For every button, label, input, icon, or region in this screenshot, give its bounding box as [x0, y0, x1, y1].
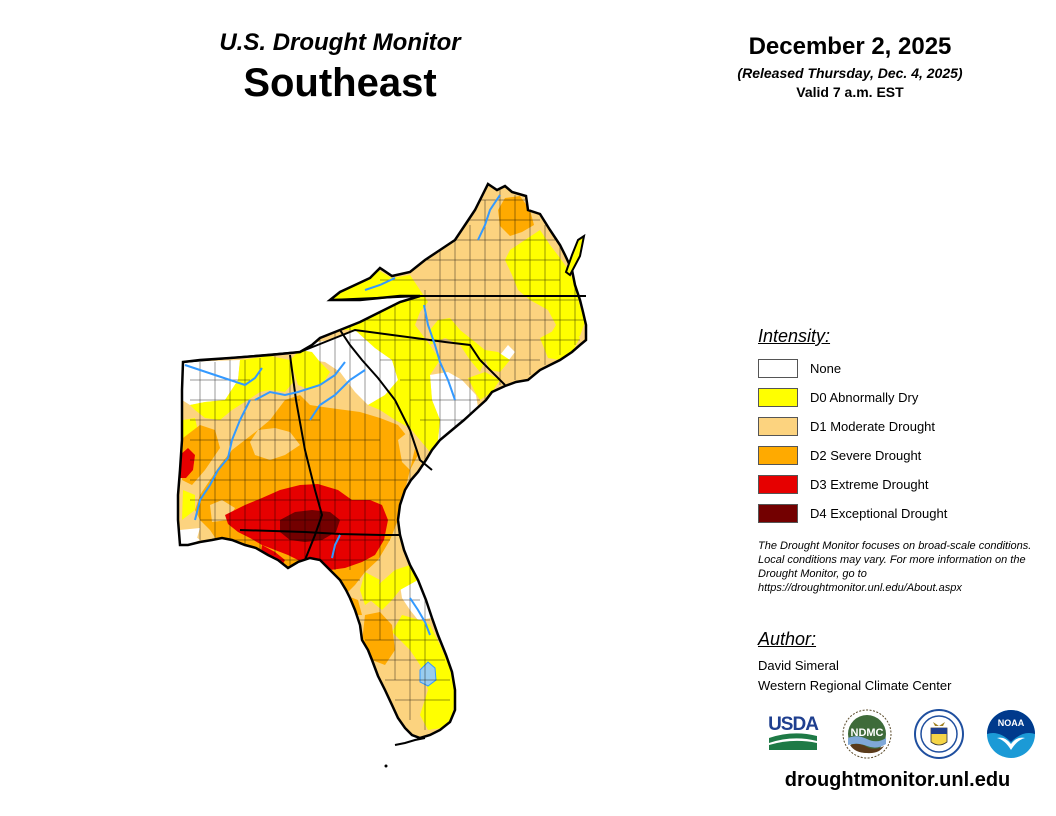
website-url[interactable]: droughtmonitor.unl.edu	[784, 769, 1011, 791]
swatch-none	[758, 359, 798, 378]
legend-label: None	[810, 361, 842, 376]
author-name: David Simeral	[758, 658, 839, 673]
svg-text:NDMC: NDMC	[851, 727, 884, 739]
disclaimer-text: The Drought Monitor focuses on broad-sca…	[758, 540, 1032, 594]
swatch-d2	[758, 446, 798, 465]
usda-logo-icon: USDA	[768, 714, 819, 750]
legend-title: Intensity:	[758, 326, 831, 346]
swatch-d0	[758, 388, 798, 407]
legend-item-d3: D3 Extreme Drought	[758, 470, 1048, 499]
legend-label: D1 Moderate Drought	[810, 419, 936, 434]
commerce-seal-icon	[914, 709, 964, 759]
swatch-d3	[758, 475, 798, 494]
release-date: (Released Thursday, Dec. 4, 2025)	[737, 65, 963, 81]
noaa-logo-icon: NOAA	[987, 710, 1035, 758]
legend-label: D2 Severe Drought	[810, 448, 922, 463]
swatch-d1	[758, 417, 798, 436]
legend-item-d0: D0 Abnormally Dry	[758, 383, 1048, 412]
map-title: Southeast	[243, 61, 437, 105]
legend-label: D0 Abnormally Dry	[810, 390, 919, 405]
ndmc-logo-icon: NDMC	[842, 709, 892, 759]
drought-map	[176, 182, 588, 768]
map-date: December 2, 2025	[748, 33, 952, 60]
legend-item-d2: D2 Severe Drought	[758, 441, 1048, 470]
author-heading: Author:	[758, 629, 817, 649]
legend-label: D3 Extreme Drought	[810, 477, 929, 492]
legend-item-none: None	[758, 354, 1048, 383]
legend-item-d4: D4 Exceptional Drought	[758, 499, 1048, 528]
legend: Intensity: None D0 Abnormally Dry D1 Mod…	[758, 325, 1048, 528]
map-subtitle: U.S. Drought Monitor	[219, 29, 461, 56]
title-block: U.S. Drought Monitor Southeast	[180, 28, 500, 106]
svg-text:USDA: USDA	[768, 714, 819, 735]
author-organization: Western Regional Climate Center	[758, 678, 952, 693]
valid-time: Valid 7 a.m. EST	[796, 84, 904, 100]
svg-text:NOAA: NOAA	[998, 718, 1025, 728]
author-info: David Simeral Western Regional Climate C…	[758, 656, 951, 696]
partner-logos: USDA NDMC NOAA	[765, 708, 1045, 760]
date-block: December 2, 2025 (Released Thursday, Dec…	[700, 32, 1000, 102]
legend-label: D4 Exceptional Drought	[810, 506, 948, 521]
swatch-d4	[758, 504, 798, 523]
legend-item-d1: D1 Moderate Drought	[758, 412, 1048, 441]
